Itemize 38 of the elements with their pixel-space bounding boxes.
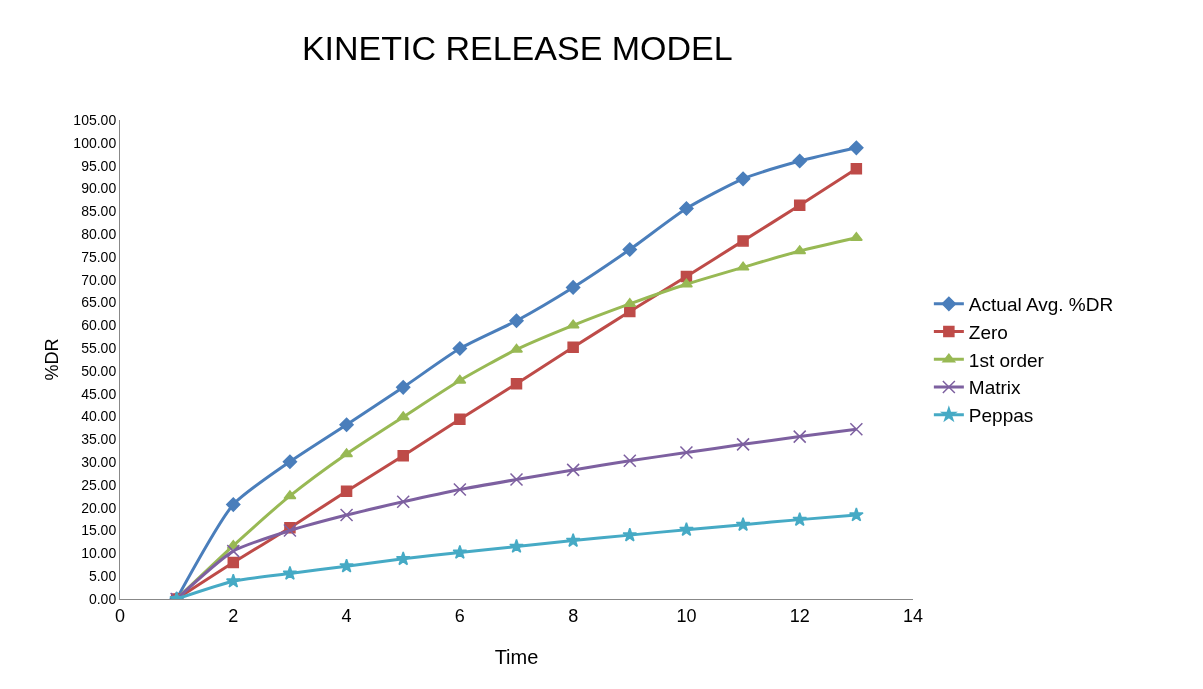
y-tick-label: 55.00 <box>81 340 117 356</box>
x-tick-label: 0 <box>114 605 126 626</box>
y-tick-label: 65.00 <box>81 294 117 311</box>
legend-label: Matrix <box>968 377 1022 399</box>
x-tick-label: 4 <box>341 605 352 626</box>
y-tick-label: 105.00 <box>73 111 117 128</box>
legend-label: Zero <box>968 321 1008 343</box>
legend-label: 1st order <box>968 349 1045 371</box>
y-tick-label: 40.00 <box>81 408 117 425</box>
y-tick-label: 45.00 <box>81 385 117 402</box>
legend-label: Actual Avg. %DR <box>968 294 1114 316</box>
y-tick-label: 0.00 <box>88 590 117 607</box>
y-tick-label: 70.00 <box>81 271 117 288</box>
y-tick-label: 30.00 <box>81 454 117 471</box>
x-axis-title: Time <box>494 646 539 669</box>
y-tick-label: 95.00 <box>81 157 117 174</box>
y-tick-label: 100.00 <box>73 134 117 151</box>
y-tick-label: 80.00 <box>81 225 117 242</box>
x-tick-label: 10 <box>676 605 697 626</box>
y-axis-title: %DR <box>41 338 62 381</box>
y-tick-label: 25.00 <box>81 476 117 493</box>
y-tick-label: 50.00 <box>81 362 117 379</box>
y-tick-label: 5.00 <box>88 568 117 585</box>
legend-label: Peppas <box>968 405 1034 427</box>
x-tick-label: 2 <box>228 605 239 626</box>
y-tick-label: 20.00 <box>81 499 117 516</box>
y-tick-label: 15.00 <box>81 522 117 539</box>
y-tick-label: 10.00 <box>81 545 117 562</box>
x-tick-label: 8 <box>568 605 579 626</box>
y-tick-label: 75.00 <box>81 248 117 265</box>
y-tick-label: 35.00 <box>81 431 117 448</box>
x-tick-label: 12 <box>789 605 810 626</box>
y-tick-label: 90.00 <box>81 180 117 197</box>
y-tick-label: 85.00 <box>81 203 117 220</box>
x-tick-label: 14 <box>902 605 924 626</box>
y-tick-label: 60.00 <box>81 317 117 334</box>
chart-title: KINETIC RELEASE MODEL <box>301 29 733 68</box>
x-tick-label: 6 <box>454 605 465 626</box>
